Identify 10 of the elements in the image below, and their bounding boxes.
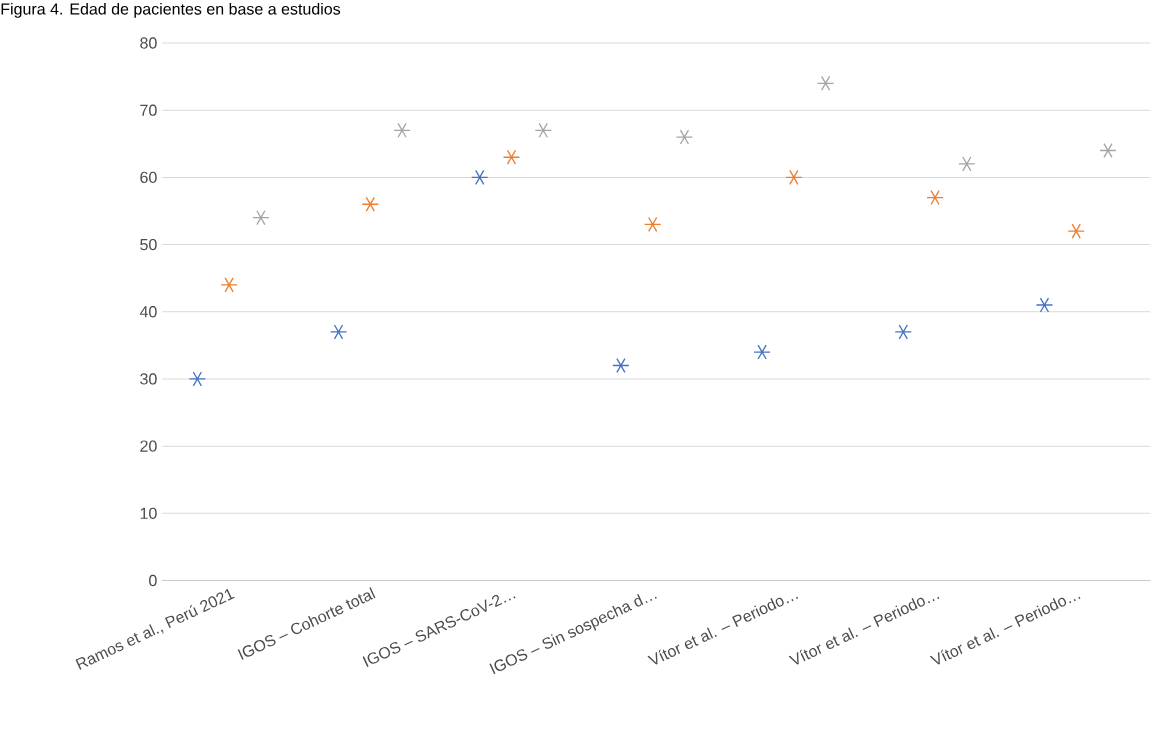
y-tick-label: 40 — [139, 306, 157, 318]
y-tick-label: 20 — [140, 440, 157, 452]
y-tick-label: 80 — [140, 37, 157, 49]
y-tick-label: 0 — [149, 575, 157, 587]
chart-title: Figura 4. Edad de pacientes en base a estudios — [1, 3, 341, 19]
y-tick-label: 30 — [140, 373, 157, 385]
y-tick-label: 60 — [140, 171, 157, 184]
y-tick-label: 10 — [140, 507, 157, 520]
y-tick-label: 50 — [140, 239, 157, 251]
y-tick-label: 70 — [140, 104, 157, 117]
